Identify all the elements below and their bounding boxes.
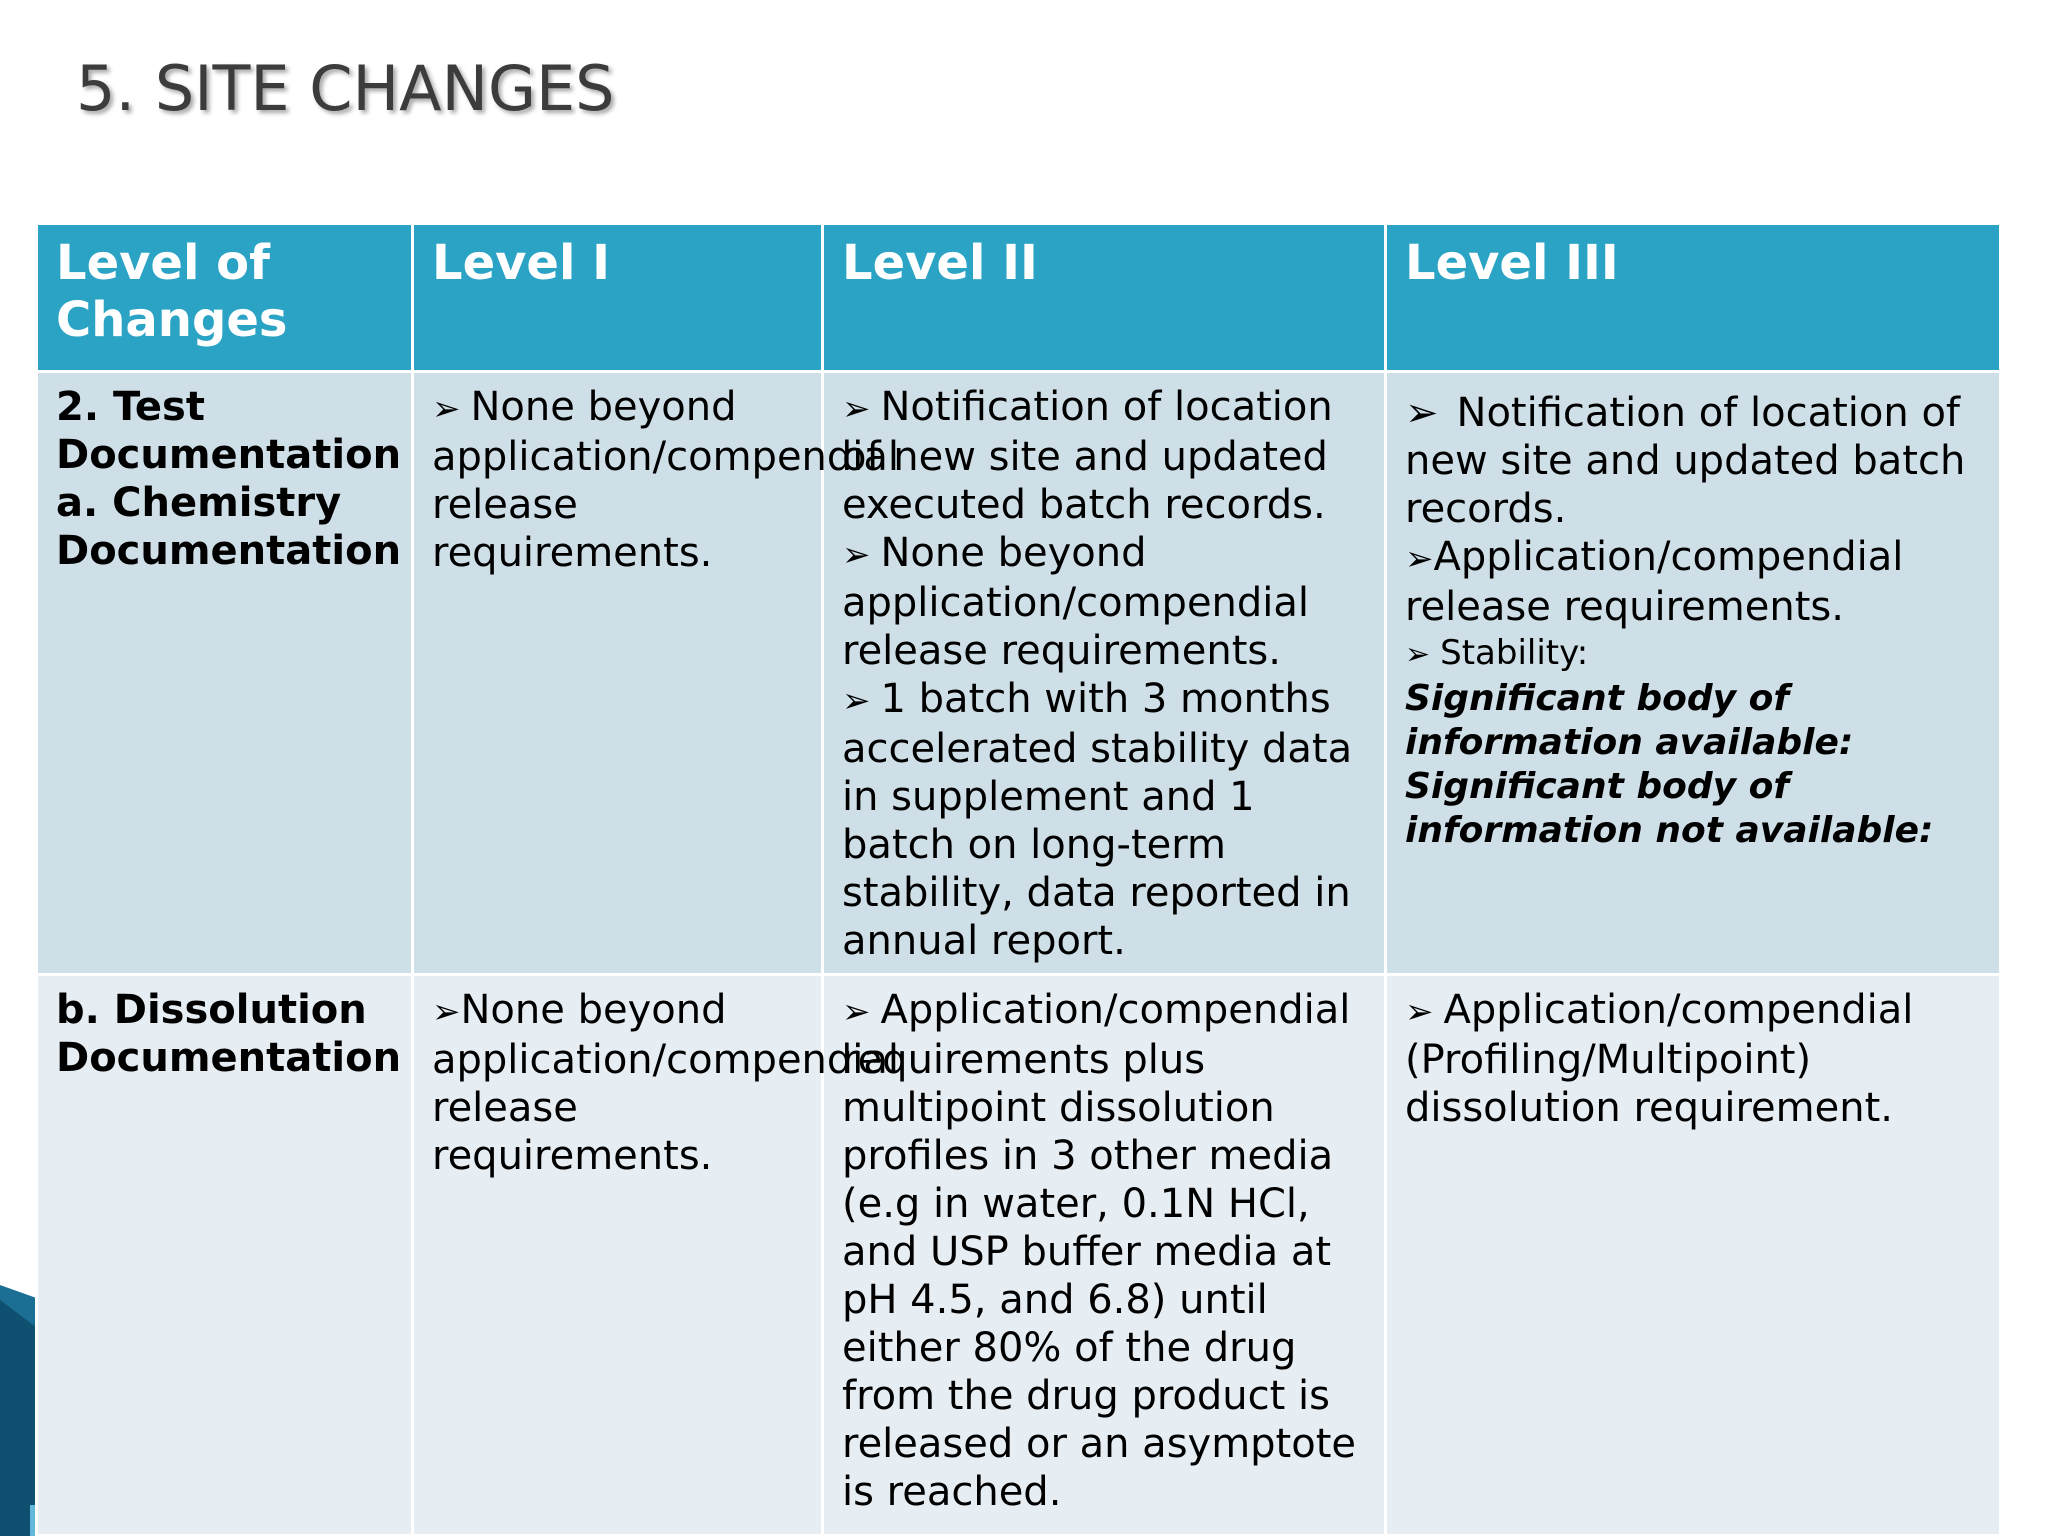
stability-note-not-available: Significant body of information not avai…	[1405, 766, 1934, 851]
bullet-text: Notification of location of new site and…	[842, 384, 1333, 528]
arrow-bullet-icon: ➢	[842, 681, 871, 721]
bullet-text: None beyond application/compendial relea…	[432, 384, 900, 576]
row-label-chemistry: 2. Test Documentation a. Chemistry Docum…	[35, 370, 414, 976]
table-header-row: Level of Changes Level I Level II Level …	[35, 222, 2002, 373]
header-level-3: Level III	[1384, 222, 2002, 373]
arrow-bullet-icon: ➢	[432, 389, 461, 429]
row-label-line: 2. Test	[56, 384, 205, 430]
cell-level-2: ➢ Notification of location of new site an…	[821, 370, 1387, 976]
bullet-item: ➢None beyond application/compendial rele…	[432, 986, 899, 1180]
row-label-line: b. Dissolution	[56, 987, 367, 1033]
row-label-line: Documentation	[56, 432, 402, 478]
cell-level-3: ➢ Application/compendial (Profiling/Multi…	[1384, 973, 2002, 1537]
bullet-item: ➢ Notification of location of new site an…	[1405, 389, 1981, 533]
cell-level-1: ➢None beyond application/compendial rele…	[411, 973, 899, 1537]
bullet-item: ➢None beyond application/compendial rele…	[432, 383, 899, 577]
bullet-item: ➢ 1 batch with 3 months accelerated stabi…	[842, 675, 1366, 965]
bullet-text: 1 batch with 3 months accelerated stabil…	[842, 676, 1353, 964]
bullet-item: ➢ Application/compendial (Profiling/Multi…	[1405, 986, 1981, 1132]
stability-note-available: Significant body of information availabl…	[1405, 678, 1854, 763]
bullet-item: ➢Application/compendial release requirem…	[1405, 533, 1981, 631]
row-label-line: Documentation	[56, 1035, 402, 1081]
arrow-bullet-icon: ➢	[1405, 992, 1434, 1032]
bullet-text: Stability:	[1440, 633, 1589, 673]
arrow-bullet-icon: ➢	[432, 992, 461, 1032]
slide-title: 5. SITE CHANGES	[76, 52, 615, 125]
table-row: 2. Test Documentation a. Chemistry Docum…	[35, 370, 2002, 976]
bullet-item: ➢ Notification of location of new site an…	[842, 383, 1366, 529]
bullet-text: Notification of location of new site and…	[1405, 390, 1966, 532]
bullet-item: ➢ Stability:	[1405, 631, 1981, 677]
row-label-line: Documentation	[56, 528, 402, 574]
arrow-bullet-icon: ➢	[1405, 539, 1434, 579]
bullet-item: ➢ Application/compendial requirements plu…	[842, 986, 1366, 1516]
header-level-2: Level II	[821, 222, 1387, 373]
row-label-line: a. Chemistry	[56, 480, 342, 526]
cell-level-3: ➢ Notification of location of new site an…	[1384, 370, 2002, 976]
header-level-of-changes: Level of Changes	[35, 222, 414, 373]
site-changes-table: Level of Changes Level I Level II Level …	[35, 222, 2002, 1537]
arrow-bullet-icon: ➢	[1405, 637, 1431, 672]
arrow-bullet-icon: ➢	[1405, 390, 1439, 436]
bullet-text: None beyond application/compendial relea…	[842, 530, 1310, 674]
bullet-text: None beyond application/compendial relea…	[432, 987, 900, 1179]
cell-level-2: ➢ Application/compendial requirements plu…	[821, 973, 1387, 1537]
header-level-1: Level I	[411, 222, 824, 373]
bullet-text: Application/compendial release requireme…	[1405, 534, 1904, 630]
bullet-text: Application/compendial (Profiling/Multip…	[1405, 987, 1914, 1131]
bullet-text: Application/compendial requirements plus…	[842, 987, 1357, 1515]
table-row: b. Dissolution Documentation ➢None beyon…	[35, 973, 2002, 1537]
arrow-bullet-icon: ➢	[842, 535, 871, 575]
arrow-bullet-icon: ➢	[842, 389, 871, 429]
cell-level-1: ➢None beyond application/compendial rele…	[411, 370, 899, 976]
row-label-dissolution: b. Dissolution Documentation	[35, 973, 414, 1537]
arrow-bullet-icon: ➢	[842, 992, 871, 1032]
bullet-item: ➢None beyond application/compendial rele…	[842, 529, 1366, 675]
